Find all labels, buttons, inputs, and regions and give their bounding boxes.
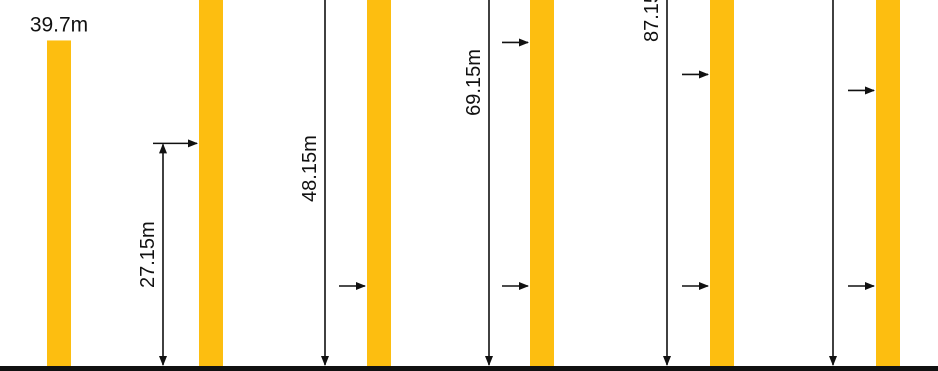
dimension-label-3: 48.15m — [299, 135, 321, 202]
bar-1 — [47, 40, 71, 367]
bar-label-1: 39.7m — [30, 13, 88, 36]
bars-layer: 39.7m60.7m81.7m99.7m117.7m135.7m — [30, 0, 900, 367]
dimension-label-4: 69.15m — [463, 49, 485, 116]
bar-4 — [530, 0, 554, 366]
dimension-label-2: 27.15m — [137, 221, 159, 288]
bar-6 — [876, 0, 900, 366]
bar-3 — [367, 0, 391, 366]
dimension-label-5: 87.15m — [641, 0, 663, 42]
ground-line — [0, 366, 938, 371]
bar-2 — [199, 0, 223, 366]
bar-5 — [710, 0, 734, 366]
